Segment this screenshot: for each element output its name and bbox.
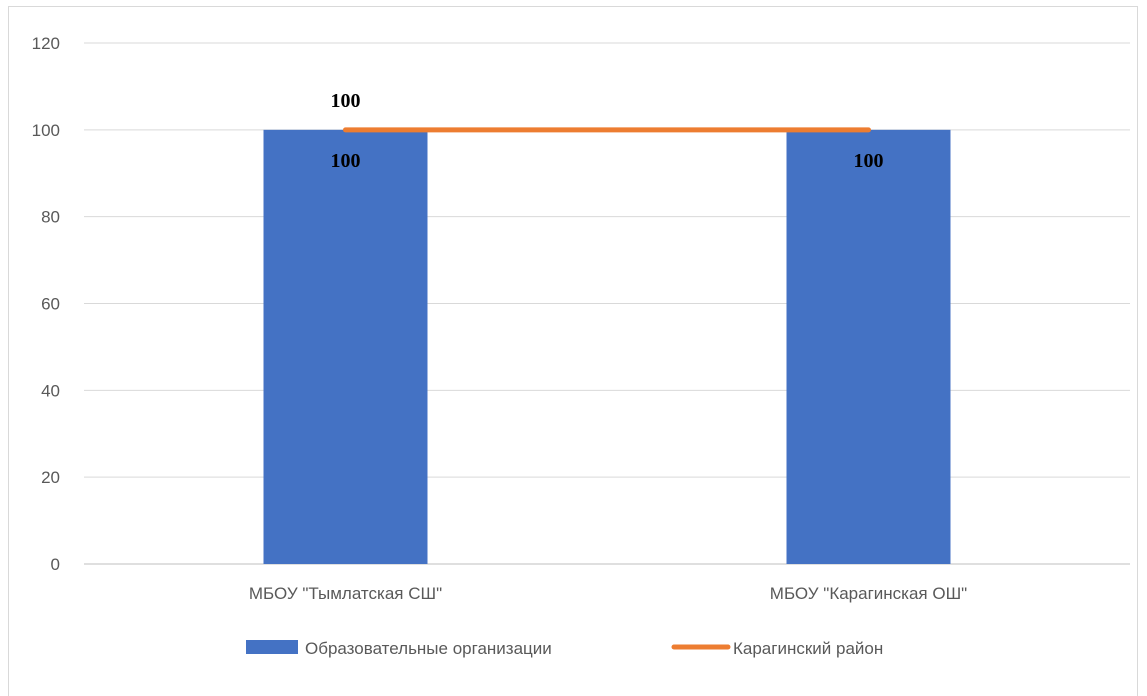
legend-swatch-bar: [246, 640, 298, 654]
y-tick-label: 120: [32, 34, 60, 53]
x-axis-categories: МБОУ "Тымлатская СШ" МБОУ "Карагинская ОШ…: [249, 584, 967, 603]
y-tick-label: 20: [41, 468, 60, 487]
chart: 0 20 40 60 80 100 120 100 100 100 МБОУ "Тымлатск…: [32, 34, 1130, 658]
chart-frame: [8, 6, 1138, 696]
data-labels: 100 100 100: [331, 90, 884, 172]
bars: [263, 129, 951, 565]
bar: [786, 129, 951, 565]
y-tick-label: 0: [51, 555, 60, 574]
bar-data-label: 100: [854, 150, 884, 172]
line-data-label: 100: [331, 90, 361, 112]
legend: Образовательные организации Карагинский р…: [246, 639, 883, 658]
y-tick-label: 80: [41, 208, 60, 227]
legend-label-bar: Образовательные организации: [305, 639, 552, 658]
bar-data-label: 100: [331, 150, 361, 172]
bar: [263, 129, 428, 565]
y-tick-label: 60: [41, 295, 60, 314]
x-category-label: МБОУ "Тымлатская СШ": [249, 584, 442, 603]
y-tick-label: 100: [32, 121, 60, 140]
x-category-label: МБОУ "Карагинская ОШ": [770, 584, 967, 603]
legend-label-line: Карагинский район: [733, 639, 883, 658]
gridlines: [84, 42, 1130, 565]
y-axis-ticks: 0 20 40 60 80 100 120: [32, 34, 60, 574]
y-tick-label: 40: [41, 381, 60, 400]
